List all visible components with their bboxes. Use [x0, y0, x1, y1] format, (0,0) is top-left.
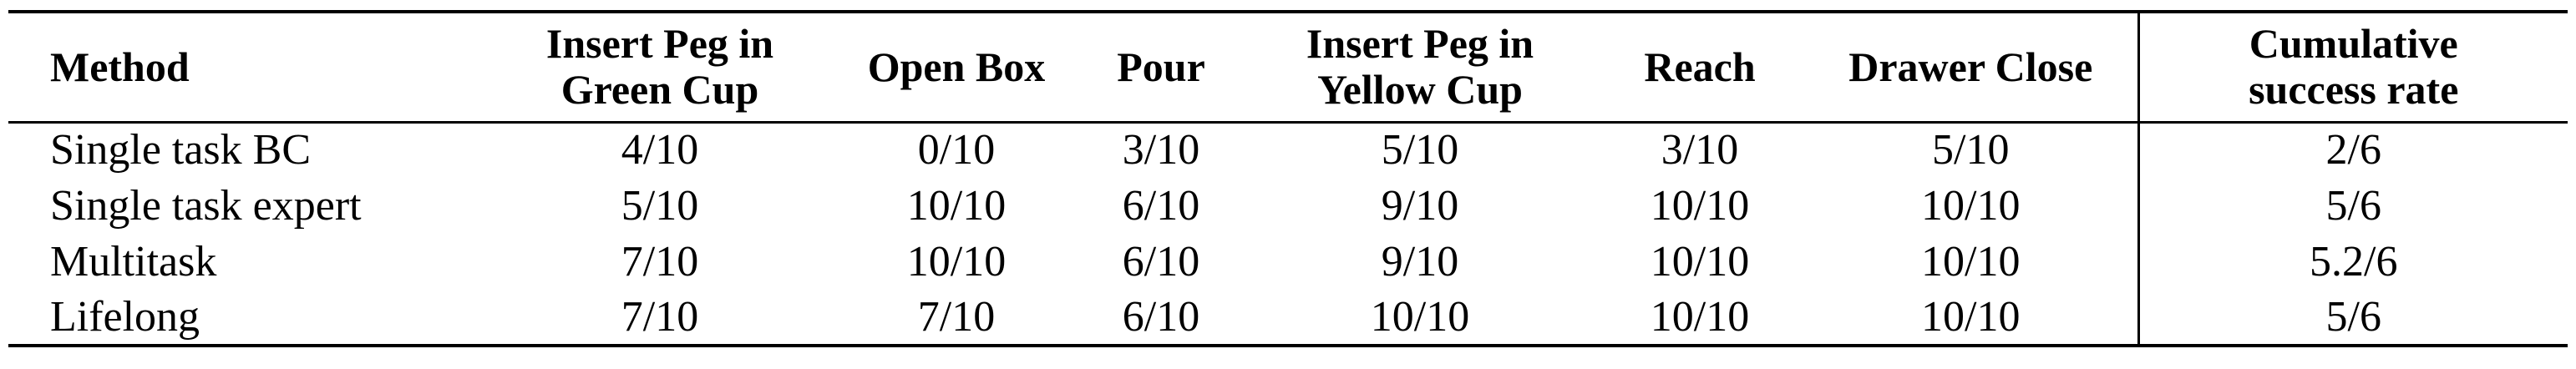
table-cell: 10/10 — [906, 181, 1007, 230]
results-table-container: Method Insert Peg in Green Cup Open Box … — [8, 10, 2568, 347]
header-cumulative-success-rate: Cumulative success rate — [2137, 10, 2568, 124]
header-line: Insert Peg in — [1306, 20, 1534, 68]
table-cell: 5/10 — [1381, 126, 1459, 174]
header-line: Insert Peg in — [545, 20, 774, 68]
cumulative-cell: 5/6 — [2137, 290, 2568, 347]
header-line: Pour — [1117, 43, 1205, 90]
table-cell: 10/10 — [1921, 237, 2021, 286]
header-insert-peg-yellow-cup: Insert Peg in Yellow Cup — [1245, 10, 1595, 124]
table-cell: 3/10 — [1661, 126, 1739, 174]
header-open-box: Open Box — [835, 10, 1078, 124]
table-cell: 9/10 — [1381, 237, 1459, 286]
header-method: Method — [8, 10, 484, 124]
header-row: Method Insert Peg in Green Cup Open Box … — [8, 10, 2568, 124]
table-cell: 6/10 — [1122, 237, 1200, 286]
cumulative-cell: 5/6 — [2137, 178, 2568, 234]
table-cell: 5/10 — [1932, 126, 2010, 174]
header-insert-peg-green-cup: Insert Peg in Green Cup — [484, 10, 835, 124]
table-row: Multitask 7/10 10/10 6/10 9/10 10/10 10/… — [8, 234, 2568, 290]
table-cell: 7/10 — [484, 290, 835, 347]
method-cell: Single task BC — [50, 126, 312, 174]
header-line: Drawer Close — [1848, 43, 2093, 90]
header-line: Open Box — [867, 43, 1046, 90]
header-line: Yellow Cup — [1317, 66, 1523, 114]
table-cell: 5/10 — [621, 181, 699, 230]
table-row: Lifelong 7/10 7/10 6/10 10/10 10/10 10/1… — [8, 290, 2568, 347]
header-pour: Pour — [1078, 10, 1245, 124]
table-cell: 10/10 — [1804, 290, 2138, 347]
table-cell: 10/10 — [1650, 181, 1750, 230]
table-cell: 9/10 — [1381, 181, 1459, 230]
table-cell: 10/10 — [906, 237, 1007, 286]
table-cell: 7/10 — [621, 237, 699, 286]
table-cell: 0/10 — [917, 126, 996, 174]
method-cell: Lifelong — [8, 290, 484, 347]
table-cell: 4/10 — [621, 126, 699, 174]
table-cell: 10/10 — [1650, 237, 1750, 286]
header-line: Reach — [1644, 43, 1756, 90]
table-cell: 10/10 — [1921, 181, 2021, 230]
header-line: Cumulative — [2249, 20, 2458, 68]
table-cell: 6/10 — [1078, 290, 1245, 347]
table-row: Single task expert 5/10 10/10 6/10 9/10 … — [8, 178, 2568, 234]
table-cell: 10/10 — [1595, 290, 1804, 347]
table-cell: 6/10 — [1122, 181, 1200, 230]
cumulative-cell: 2/6 — [2137, 122, 2568, 178]
header-reach: Reach — [1595, 10, 1804, 124]
table-row: Single task BC 4/10 0/10 3/10 5/10 3/10 … — [8, 122, 2568, 178]
header-method-line: Method — [50, 43, 190, 90]
header-line: Green Cup — [560, 66, 759, 114]
header-drawer-close: Drawer Close — [1804, 10, 2138, 124]
table-cell: 10/10 — [1245, 290, 1595, 347]
results-table: Method Insert Peg in Green Cup Open Box … — [8, 10, 2568, 347]
method-cell: Multitask — [50, 237, 217, 286]
table-cell: 7/10 — [835, 290, 1078, 347]
cumulative-cell: 5.2/6 — [2137, 234, 2568, 290]
header-line: success rate — [2249, 66, 2459, 114]
table-cell: 3/10 — [1122, 126, 1200, 174]
method-cell: Single task expert — [50, 181, 362, 230]
